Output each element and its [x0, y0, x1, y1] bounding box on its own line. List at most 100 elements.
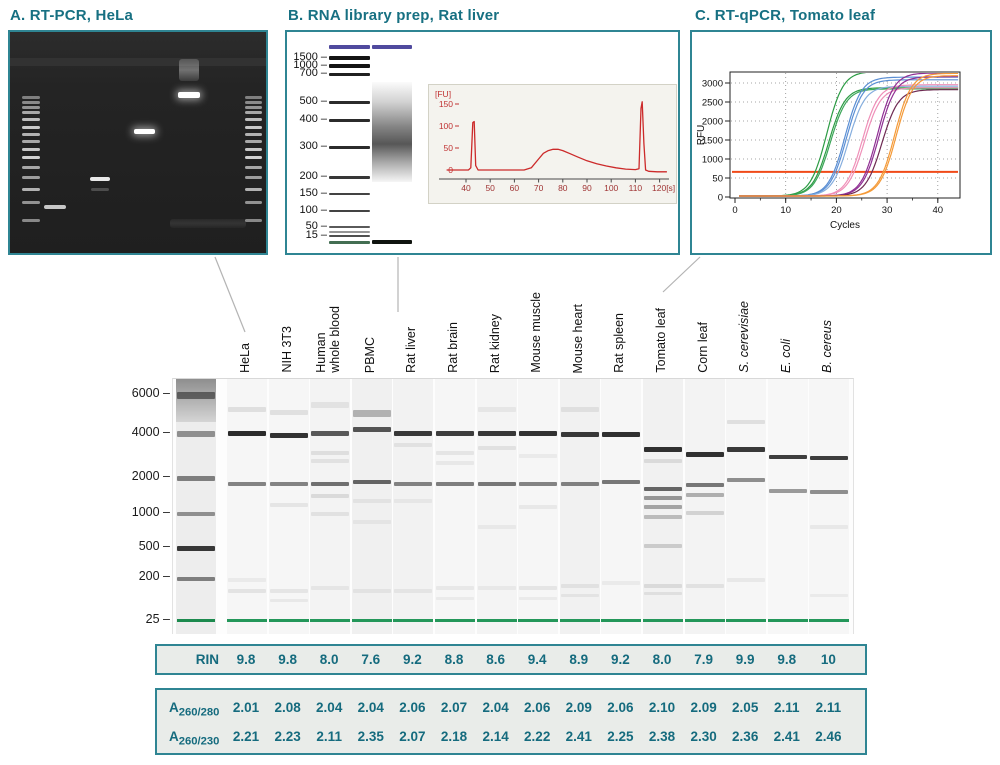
ladder-smear	[176, 379, 216, 423]
sample-label-s-cerevisiae: S. cerevisiae	[737, 301, 752, 373]
gel-band	[269, 599, 308, 603]
gel-band	[228, 578, 266, 583]
ladder-band	[245, 111, 262, 114]
gel-band	[228, 588, 266, 593]
gel-band	[477, 430, 516, 436]
rin-value: 9.4	[527, 652, 547, 667]
sample-label-b-cereus: B. cereus	[820, 320, 835, 373]
sample-label-corn-leaf: Corn leaf	[695, 322, 710, 373]
gel-band	[311, 494, 350, 499]
ratio-value: 2.25	[607, 729, 634, 744]
sample-label-human-whole-blood: Human whole blood	[314, 306, 343, 373]
sample-label-pbmc: PBMC	[362, 336, 377, 373]
gel-green-marker	[809, 619, 850, 623]
gel-top-glow	[10, 58, 266, 66]
gel-band	[394, 430, 433, 436]
ladder-band	[22, 148, 40, 151]
ladder-band	[22, 166, 40, 169]
gel-band	[352, 519, 391, 524]
gel-band	[177, 431, 215, 438]
gel-green-marker	[177, 619, 215, 623]
gel-green-marker	[684, 619, 725, 623]
gel-band	[768, 454, 807, 459]
ladder-band	[245, 101, 262, 104]
gel-lane-e-coli	[767, 379, 808, 634]
ladder-size-label: 100 –	[299, 204, 327, 216]
gel-band	[269, 503, 308, 508]
ratio-label: A260/280	[169, 700, 220, 719]
gel-band	[560, 431, 599, 437]
gel-band	[727, 477, 766, 482]
gel-band	[177, 576, 215, 581]
y-tick-label: 2000	[702, 117, 723, 128]
sample-label-rat-brain: Rat brain	[446, 322, 460, 373]
ratio-value: 2.35	[357, 729, 384, 744]
gel-green-marker	[476, 619, 517, 623]
ladder-size-label: 1500 –	[293, 51, 327, 63]
pcr-band	[44, 205, 66, 209]
ladder-size-label: 700 –	[299, 67, 327, 79]
gel-band	[644, 446, 682, 452]
ratio-value: 2.01	[232, 700, 260, 715]
gel-band	[394, 499, 433, 504]
ratio-value: 2.06	[399, 700, 426, 715]
rin-value: 8.9	[569, 652, 589, 667]
gel-green-marker	[310, 619, 351, 623]
pcr-band	[178, 92, 200, 98]
x-tick-label: 40	[933, 205, 944, 216]
gel-lane-hela	[227, 379, 267, 634]
ladder-band	[22, 219, 40, 222]
gel-band	[228, 407, 266, 413]
ladder-band	[245, 219, 262, 222]
gel-band	[352, 588, 391, 593]
ladder-band	[329, 209, 370, 213]
ratio-value: 2.14	[482, 729, 509, 744]
gel-lane-pbmc	[351, 379, 392, 634]
ladder-band	[22, 156, 40, 159]
ladder-size-label: 500 –	[299, 95, 327, 107]
ladder-band	[22, 96, 40, 99]
gel-band	[560, 407, 599, 413]
y-tick-label: 1000	[702, 155, 723, 166]
y-axis-label: RFU	[696, 125, 707, 146]
gel-band	[727, 420, 766, 425]
ratio-label: A260/230	[169, 729, 220, 748]
gel-band	[177, 475, 215, 481]
ladder-band	[22, 201, 40, 204]
ladder-band	[245, 176, 262, 179]
x-tick-label: 100	[604, 183, 618, 193]
gel-green-marker	[268, 619, 309, 623]
ladder-band	[329, 175, 370, 179]
ladder-size-label: 200 –	[299, 170, 327, 182]
ladder-band	[329, 235, 370, 237]
qpcr-svg: 0 50 1000 1500 2000 2500 3000 0 10 20 30 40 RFU Cycle…	[696, 71, 961, 231]
gel-band	[311, 512, 350, 517]
ratio-value: 2.04	[316, 700, 343, 715]
ladder-band	[245, 166, 262, 169]
gel-band	[228, 481, 266, 486]
ratio-value: 2.30	[690, 729, 717, 744]
gel-band	[394, 588, 433, 593]
gel-band	[685, 510, 724, 515]
gel-lane-corn-leaf	[684, 379, 725, 634]
gel-band	[644, 544, 682, 549]
panel-b-title: B. RNA library prep, Rat liver	[288, 7, 500, 24]
gel-band	[727, 446, 766, 452]
gel-band	[394, 481, 433, 486]
gel-lane-rat-kidney	[476, 379, 517, 634]
ratio-value: 2.22	[524, 729, 551, 744]
sample-label-hela: HeLa	[238, 343, 252, 373]
ratio-value: 2.11	[815, 700, 842, 715]
ratio-value: 2.18	[440, 729, 468, 744]
gel-band	[352, 426, 391, 432]
gel-green-marker	[643, 619, 683, 623]
library-prep-panel: 40 50 60 70 80 90 100 110 120[s] 150 100 50 0 [FU] 15…	[285, 30, 680, 255]
sample-label-tomato-leaf: Tomato leaf	[654, 308, 668, 373]
gel-band	[477, 445, 516, 450]
gel-green-marker	[518, 619, 559, 623]
x-tick-label: 30	[882, 205, 893, 216]
rin-value: 9.9	[735, 652, 755, 667]
ladder-band	[22, 140, 40, 143]
gel-marker-label: 6000 –	[131, 386, 170, 400]
